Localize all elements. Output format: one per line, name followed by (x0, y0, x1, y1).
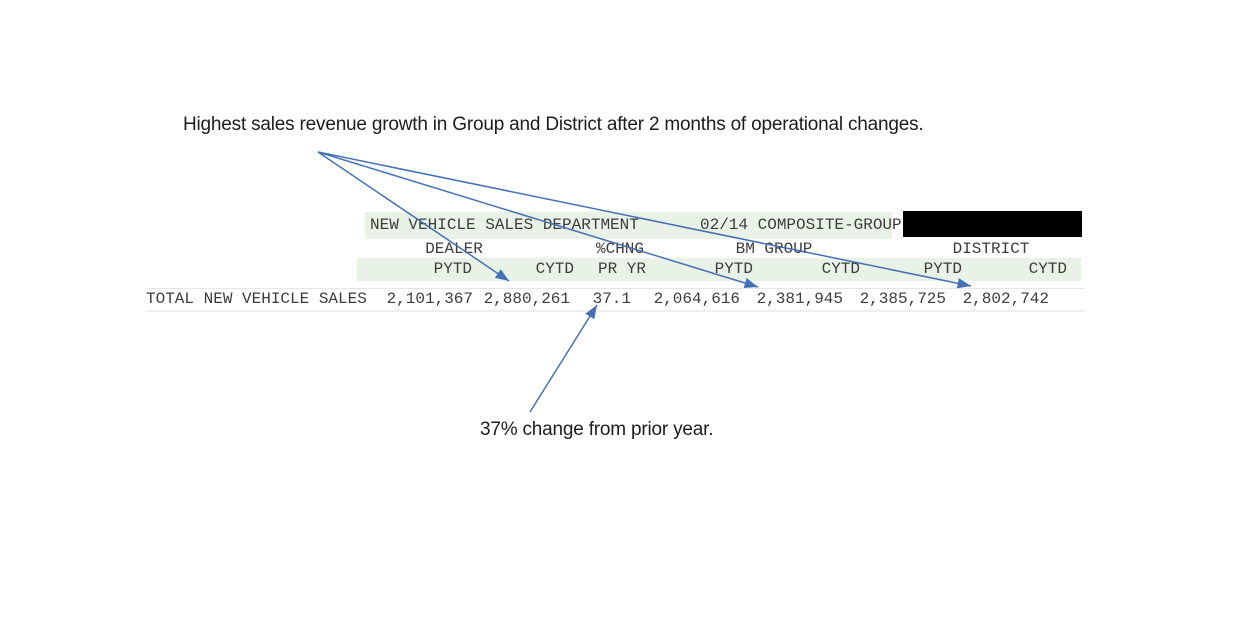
value-dealer-pytd: 2,101,367 (386, 290, 473, 308)
value-district-cytd: 2,802,742 (962, 290, 1049, 308)
value-group-pytd: 2,064,616 (653, 290, 740, 308)
data-row-bottom-rule (146, 310, 1085, 312)
column-group-dealer: DEALER (425, 240, 483, 258)
subheader-dealer-pytd: PYTD (433, 260, 472, 278)
department-header: NEW VEHICLE SALES DEPARTMENT (370, 216, 639, 234)
subheader-group-cytd: CYTD (821, 260, 860, 278)
period-header: 02/14 COMPOSITE-GROUP (700, 216, 902, 234)
subheader-district-pytd: PYTD (923, 260, 962, 278)
subheader-group-pytd: PYTD (714, 260, 753, 278)
arrow-annotation-to-pct-chng (529, 304, 598, 413)
total-row-label: TOTAL NEW VEHICLE SALES (146, 290, 367, 308)
column-group-chng: %CHNG (595, 240, 644, 258)
value-district-pytd: 2,385,725 (859, 290, 946, 308)
data-row-top-rule (146, 288, 1085, 289)
value-pct-chng-pr-yr: 37.1 (592, 290, 631, 308)
slide-title: Highest sales revenue growth in Group an… (183, 114, 924, 135)
column-group-district: DISTRICT (952, 240, 1030, 258)
annotation-text: 37% change from prior year. (480, 419, 714, 440)
redaction-box (903, 211, 1082, 237)
column-group-bm-group: BM GROUP (735, 240, 813, 258)
subheader-district-cytd: CYTD (1028, 260, 1067, 278)
subheader-dealer-cytd: CYTD (535, 260, 574, 278)
value-dealer-cytd: 2,880,261 (483, 290, 570, 308)
subheader-pr-yr: PR YR (597, 260, 646, 278)
value-group-cytd: 2,381,945 (756, 290, 843, 308)
